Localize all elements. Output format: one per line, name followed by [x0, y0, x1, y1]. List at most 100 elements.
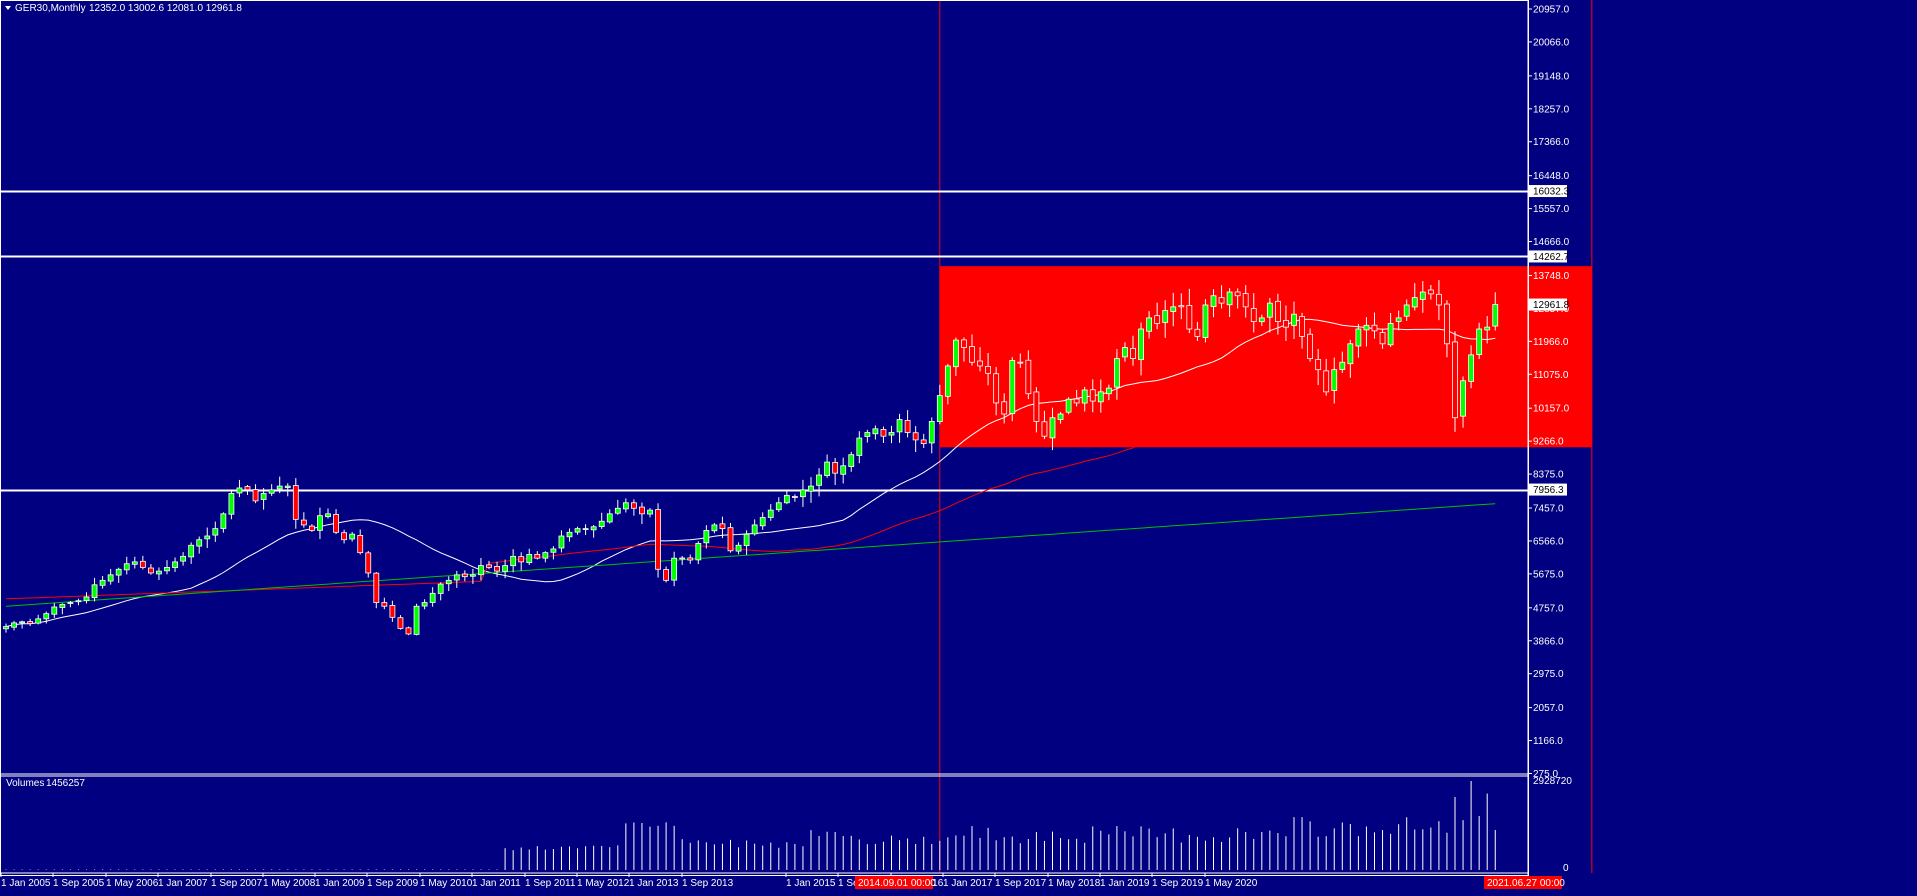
candle-body	[928, 421, 935, 444]
candle	[300, 512, 307, 528]
candle	[1138, 322, 1144, 376]
candle	[1065, 397, 1072, 415]
price-tag-label: 16032.3	[1533, 187, 1570, 198]
candle	[775, 497, 782, 512]
candle	[164, 560, 170, 575]
candle-body	[1017, 361, 1024, 364]
time-tick-label: 1 Jan 2015	[786, 878, 836, 889]
collapse-triangle-icon[interactable]	[5, 6, 11, 10]
candle	[1081, 386, 1088, 412]
candle-body	[1427, 289, 1434, 295]
candle	[751, 519, 758, 536]
candle	[663, 566, 669, 583]
candle-body	[800, 489, 806, 498]
candle	[1194, 321, 1201, 341]
candle	[1202, 299, 1209, 343]
time-marker-box	[1484, 876, 1562, 889]
candle	[639, 502, 645, 525]
time-tick-label: 1 Jan 2017	[943, 878, 993, 889]
candle-body	[35, 618, 42, 624]
candle	[1073, 390, 1080, 407]
candle	[308, 524, 315, 532]
candle-body	[848, 454, 855, 467]
range-rectangle[interactable]	[939, 266, 1592, 448]
price-tick-label: 3866.0	[1533, 636, 1564, 647]
candle	[469, 568, 476, 584]
candle-body	[83, 596, 90, 601]
candle	[534, 551, 541, 560]
candle	[526, 548, 533, 566]
price-tag-box	[1529, 483, 1567, 496]
candle	[188, 542, 195, 564]
candle	[373, 572, 380, 609]
candle-body	[590, 526, 597, 531]
candle-body	[1266, 302, 1273, 318]
candle-body	[880, 429, 887, 437]
candle	[969, 334, 975, 366]
candle	[1033, 387, 1040, 433]
candle-body	[1452, 341, 1458, 419]
price-tick-label: 20957.0	[1533, 5, 1570, 16]
candle	[1210, 289, 1217, 318]
candle-body	[534, 554, 541, 559]
candle	[349, 531, 356, 542]
candle	[1283, 305, 1289, 341]
time-tick-label: 1 Jan 2005	[1, 878, 51, 889]
candle-body	[961, 339, 967, 348]
candle-body	[437, 583, 444, 594]
candle-body	[1363, 324, 1370, 331]
candle-body	[1331, 369, 1338, 391]
candle-body	[1242, 293, 1249, 308]
candle-body	[1186, 305, 1193, 330]
candle-body	[1114, 358, 1120, 388]
candle-body	[808, 485, 814, 492]
candle	[1307, 328, 1313, 362]
candle-body	[840, 465, 847, 475]
candle	[977, 347, 983, 372]
candle	[759, 512, 766, 530]
candle	[494, 561, 500, 578]
candle-body	[99, 579, 106, 586]
candle	[228, 490, 235, 520]
candle-body	[1250, 308, 1257, 323]
candle	[1379, 328, 1386, 349]
candle	[1242, 285, 1249, 318]
candle	[767, 504, 774, 521]
candle-body	[469, 574, 476, 577]
candle-body	[1073, 398, 1080, 404]
candle	[236, 479, 243, 498]
price-tick-label: 275.0	[1533, 769, 1558, 780]
candle-body	[518, 556, 525, 563]
candle	[397, 615, 404, 630]
candle-body	[139, 560, 146, 568]
candle-body	[1339, 361, 1346, 370]
candle-body	[1387, 323, 1394, 346]
price-tag-box	[1529, 185, 1567, 198]
time-marker-label: 2021.06.27 00:00	[1487, 878, 1565, 889]
candle-body	[767, 509, 774, 518]
candle-body	[220, 513, 227, 529]
candle	[550, 546, 557, 560]
candle-body	[1170, 306, 1177, 312]
candle-body	[936, 395, 943, 422]
price-tag-box	[1529, 298, 1567, 311]
time-tick-label: 1 Sep 2017	[995, 878, 1047, 889]
candle	[1009, 357, 1016, 422]
candle	[727, 523, 734, 553]
candle-body	[824, 461, 830, 476]
candle	[1057, 411, 1064, 424]
candle-body	[751, 524, 758, 535]
candle	[123, 556, 130, 575]
candle	[115, 567, 122, 583]
candle	[695, 541, 702, 565]
price-tick-label: 1166.0	[1533, 736, 1563, 747]
candle-body	[486, 564, 492, 568]
price-tick-label: 19148.0	[1533, 71, 1570, 82]
candle-body	[341, 532, 348, 541]
candle	[792, 494, 798, 502]
candle	[3, 623, 9, 633]
candle-body	[478, 565, 484, 576]
candle	[622, 498, 629, 513]
candle-body	[91, 584, 98, 599]
